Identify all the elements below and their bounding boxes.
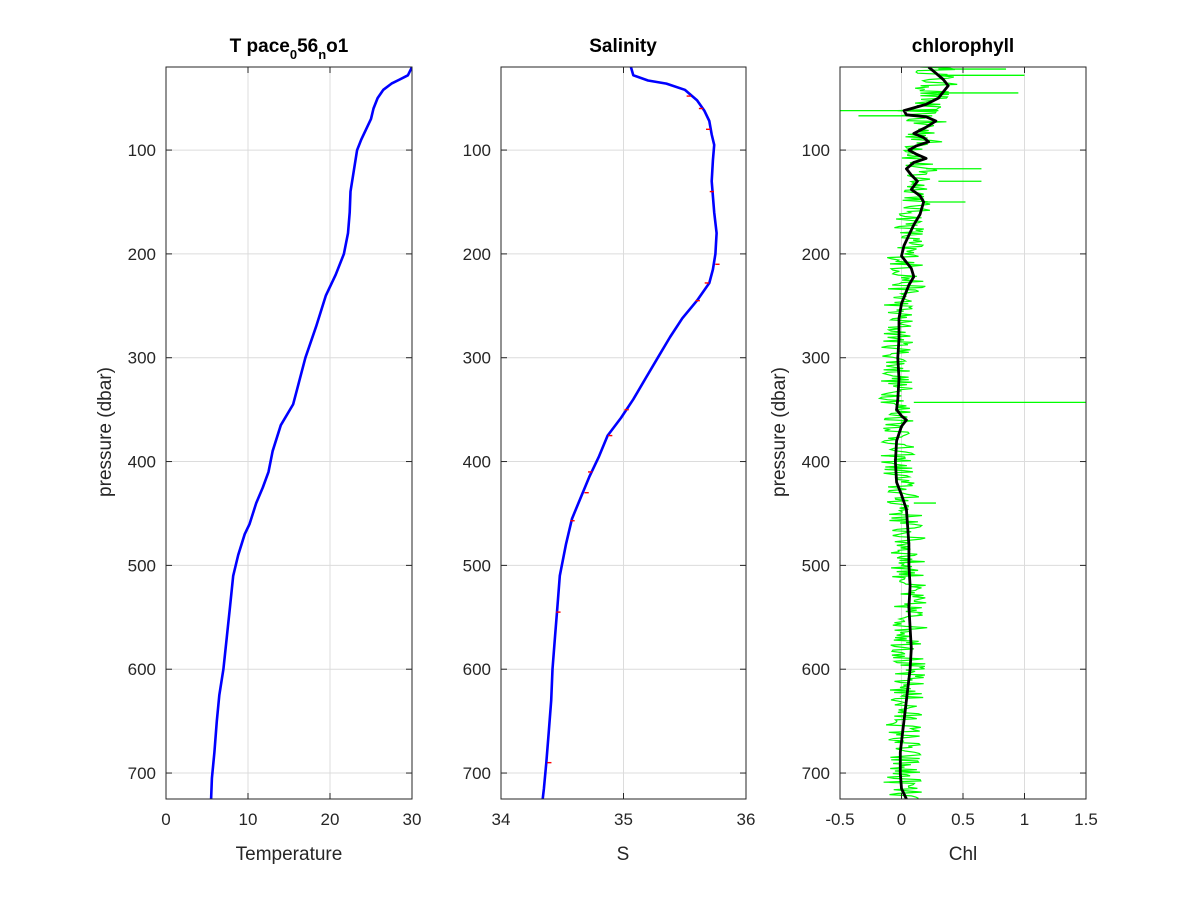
temperature-axes-box [165, 66, 413, 800]
temperature-grid [166, 67, 412, 799]
chlorophyll-xtick-label-2: 0.5 [951, 810, 975, 829]
chlorophyll-xtick-label-0: -0.5 [825, 810, 854, 829]
chlorophyll-panel: chlorophyll Chl pressure (dbar) -0.5 0 0.5… [769, 36, 1098, 865]
temperature-ytick-label-0: 100 [128, 141, 156, 160]
chlorophyll-panel-title: chlorophyll [912, 36, 1014, 57]
chlorophyll-ytick-label-2: 300 [802, 349, 830, 368]
chlorophyll-grid [840, 67, 1086, 799]
salinity-xtick-label-2: 36 [737, 810, 756, 829]
chlorophyll-series-line-1 [894, 67, 950, 799]
salinity-grid [501, 67, 746, 799]
temperature-series-line-0 [209, 67, 412, 799]
temperature-xtick-label-2: 20 [321, 810, 340, 829]
salinity-xtick-label-0: 34 [492, 810, 511, 829]
chlorophyll-ytick-label-3: 400 [802, 453, 830, 472]
salinity-ytick-label-2: 300 [463, 349, 491, 368]
temperature-panel: T pace056no1 Temperature pressure (dbar)… [95, 36, 421, 865]
salinity-plot-area [541, 67, 720, 799]
temperature-plot-area [209, 67, 412, 799]
temperature-y-axis-label: pressure (dbar) [95, 367, 116, 497]
chlorophyll-plot-area [840, 67, 1086, 799]
salinity-xtick-label-1: 35 [614, 810, 633, 829]
salinity-ytick-label-4: 500 [463, 556, 491, 575]
chlorophyll-y-axis-label: pressure (dbar) [769, 367, 790, 497]
temperature-xtick-label-3: 30 [403, 810, 422, 829]
temperature-ytick-label-1: 200 [128, 245, 156, 264]
temperature-ytick-label-6: 700 [128, 764, 156, 783]
temperature-x-axis-label: Temperature [236, 844, 343, 865]
temperature-xtick-label-0: 0 [161, 810, 170, 829]
salinity-panel: Salinity S 34 35 36 100 200 300 400 500 600 700 [463, 36, 756, 865]
temperature-xtick-label-1: 10 [239, 810, 258, 829]
chlorophyll-xtick-label-1: 0 [897, 810, 906, 829]
salinity-ytick-label-6: 700 [463, 764, 491, 783]
chlorophyll-ytick-label-1: 200 [802, 245, 830, 264]
temperature-ytick-label-4: 500 [128, 556, 156, 575]
chlorophyll-xtick-label-3: 1 [1020, 810, 1029, 829]
salinity-ytick-label-0: 100 [463, 141, 491, 160]
chlorophyll-ytick-label-0: 100 [802, 141, 830, 160]
salinity-series-line-0 [541, 67, 718, 799]
salinity-ytick-label-3: 400 [463, 453, 491, 472]
temperature-ytick-label-3: 400 [128, 453, 156, 472]
salinity-x-axis-label: S [617, 844, 630, 865]
temperature-ytick-label-5: 600 [128, 660, 156, 679]
salinity-panel-title: Salinity [589, 36, 657, 57]
chlorophyll-ytick-label-4: 500 [802, 556, 830, 575]
salinity-ytick-label-5: 600 [463, 660, 491, 679]
chlorophyll-ytick-label-5: 600 [802, 660, 830, 679]
chlorophyll-ytick-label-6: 700 [802, 764, 830, 783]
temperature-panel-title: T pace056no1 [230, 36, 349, 62]
salinity-ytick-label-1: 200 [463, 245, 491, 264]
chlorophyll-x-axis-label: Chl [949, 844, 978, 865]
temperature-ytick-label-2: 300 [128, 349, 156, 368]
chlorophyll-xtick-label-4: 1.5 [1074, 810, 1098, 829]
chlorophyll-raw-series-line [877, 67, 958, 799]
